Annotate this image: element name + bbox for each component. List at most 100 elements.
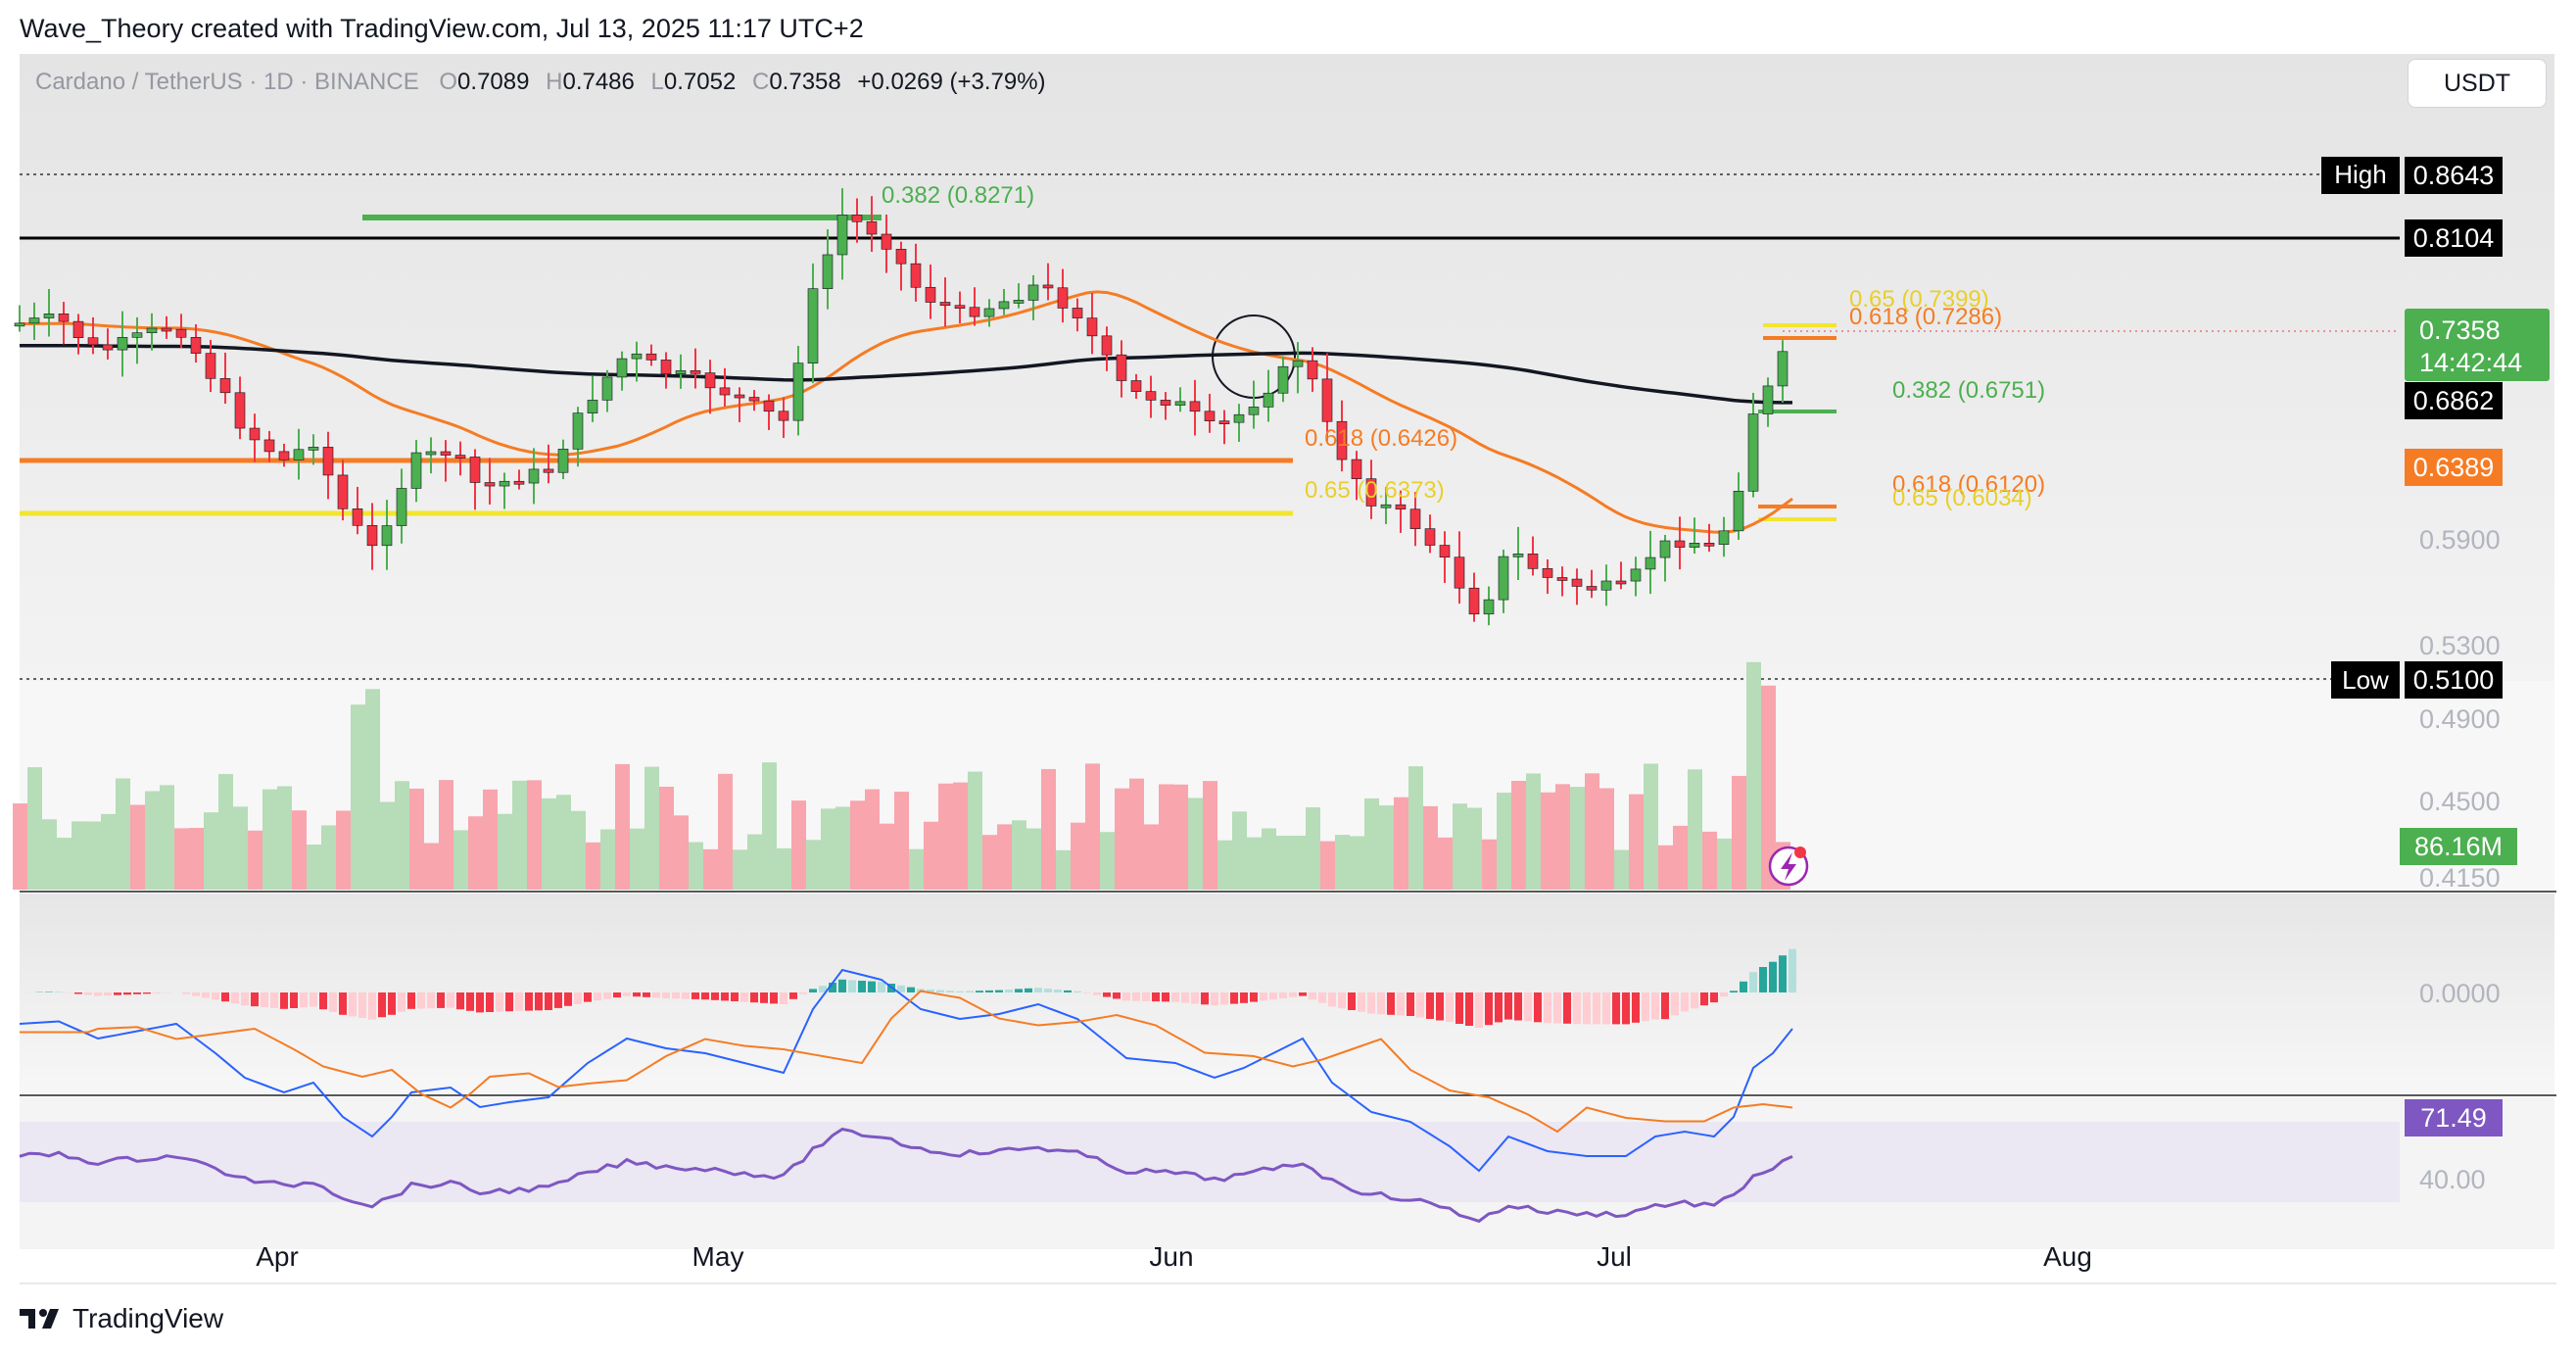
candle-body bbox=[381, 525, 393, 547]
candle-body bbox=[337, 474, 349, 509]
macd-bar bbox=[1103, 992, 1111, 997]
candle-body bbox=[454, 455, 466, 459]
candle-body bbox=[910, 263, 922, 288]
volume-bar bbox=[233, 806, 248, 890]
macd-bar bbox=[1504, 992, 1512, 1020]
volume-bar bbox=[409, 788, 424, 890]
ohlc-label: C bbox=[751, 69, 770, 95]
macd-bar bbox=[339, 992, 347, 1015]
volume-bar bbox=[307, 844, 321, 890]
macd-bar bbox=[897, 985, 905, 992]
candle-body bbox=[263, 439, 275, 453]
macd-bar bbox=[1132, 992, 1140, 1001]
macd-bar bbox=[1416, 992, 1424, 1018]
macd-bar bbox=[378, 992, 386, 1018]
volume-bar bbox=[880, 823, 894, 890]
macd-bar bbox=[1495, 992, 1503, 1023]
candle-body bbox=[1659, 540, 1671, 558]
ohlc-low: 0.7052 bbox=[663, 69, 737, 95]
candle-body bbox=[660, 360, 672, 375]
candle-body bbox=[190, 336, 202, 354]
candle-body bbox=[572, 412, 584, 450]
macd-bar bbox=[1632, 992, 1640, 1023]
volume-bar bbox=[894, 792, 909, 890]
tradingview-logo[interactable]: TradingView bbox=[20, 1303, 223, 1334]
macd-bar bbox=[1073, 991, 1081, 992]
candle-body bbox=[557, 449, 569, 473]
macd-bar bbox=[1769, 961, 1777, 992]
ohlc-label: H bbox=[546, 69, 563, 95]
volume-bar bbox=[1570, 787, 1585, 890]
macd-bar bbox=[496, 992, 503, 1012]
macd-bar bbox=[104, 992, 112, 996]
symbol-name[interactable]: Cardano / TetherUS · 1D · BINANCE bbox=[35, 69, 419, 95]
volume-bar bbox=[644, 766, 659, 890]
volume-bar bbox=[1085, 763, 1100, 890]
volume-bar bbox=[424, 843, 439, 890]
macd-bar bbox=[1720, 992, 1728, 997]
volume-bar bbox=[160, 785, 174, 890]
macd-bar bbox=[662, 992, 670, 998]
candle-body bbox=[1689, 543, 1700, 548]
resistance-price-value: 0.8104 bbox=[2413, 223, 2495, 253]
low-tag-label: Low bbox=[2342, 665, 2389, 695]
volume-bar bbox=[1188, 798, 1203, 890]
macd-bar bbox=[1044, 989, 1052, 992]
candle-body bbox=[851, 215, 863, 222]
macd-bar bbox=[985, 990, 993, 992]
volume-bar bbox=[997, 824, 1012, 890]
macd-bar bbox=[721, 992, 729, 1001]
volume-bar bbox=[218, 774, 233, 890]
time-axis[interactable]: Apr May Jun Jul Aug bbox=[256, 1241, 2092, 1272]
candle-body bbox=[14, 322, 25, 327]
fib-label: 0.382 (0.8271) bbox=[882, 182, 1034, 209]
macd-bar bbox=[1093, 992, 1101, 995]
fib-label: 0.618 (0.6120) bbox=[1892, 471, 2045, 498]
lightning-icon[interactable] bbox=[1768, 846, 1809, 887]
candle-body bbox=[131, 332, 143, 338]
volume-bar bbox=[821, 808, 835, 890]
macd-bar bbox=[966, 991, 974, 992]
macd-bar bbox=[1220, 992, 1228, 1005]
candle-body bbox=[939, 302, 951, 307]
macd-bar bbox=[1691, 992, 1698, 1009]
macd-line bbox=[19, 968, 1793, 1173]
macd-bar bbox=[1661, 992, 1669, 1020]
low-price-tag bbox=[2405, 661, 2503, 699]
candle-body bbox=[1454, 556, 1465, 589]
macd-bar bbox=[927, 990, 934, 992]
rsi-line bbox=[19, 1127, 1793, 1224]
volume-bar bbox=[86, 821, 101, 890]
price-axis[interactable]: 0.5900 0.5300 0.4900 0.4500 0.4150 bbox=[2419, 525, 2501, 893]
volume-bar bbox=[777, 847, 791, 890]
macd-bar bbox=[319, 992, 327, 1010]
macd-bar bbox=[1455, 992, 1463, 1024]
macd-bar bbox=[750, 992, 758, 1003]
candle-body bbox=[1130, 380, 1142, 392]
candle-body bbox=[308, 447, 319, 451]
candle-body bbox=[1277, 365, 1289, 394]
price-tick: 0.4900 bbox=[2419, 704, 2501, 734]
macd-bar bbox=[1534, 992, 1542, 1023]
candle-body bbox=[1498, 556, 1509, 601]
macd-bar bbox=[554, 992, 562, 1008]
volume-bar bbox=[1262, 828, 1276, 890]
volume-bar bbox=[204, 812, 218, 890]
candle-body bbox=[1351, 459, 1362, 479]
macd-bar bbox=[535, 992, 543, 1011]
currency-button[interactable]: USDT bbox=[2408, 59, 2547, 108]
macd-bar bbox=[652, 992, 660, 998]
volume-bar bbox=[586, 842, 600, 890]
candle-body bbox=[58, 314, 70, 322]
volume-bar bbox=[791, 800, 806, 890]
candle-body bbox=[528, 468, 540, 484]
price-tick: 0.5900 bbox=[2419, 525, 2501, 555]
volume-bar bbox=[1335, 835, 1350, 890]
candle-body bbox=[1512, 554, 1524, 557]
candle-body bbox=[1336, 420, 1348, 460]
volume-bar bbox=[453, 830, 468, 890]
macd-bar bbox=[1064, 990, 1072, 992]
volume-bar bbox=[1423, 805, 1438, 890]
macd-bar bbox=[1260, 992, 1267, 1001]
